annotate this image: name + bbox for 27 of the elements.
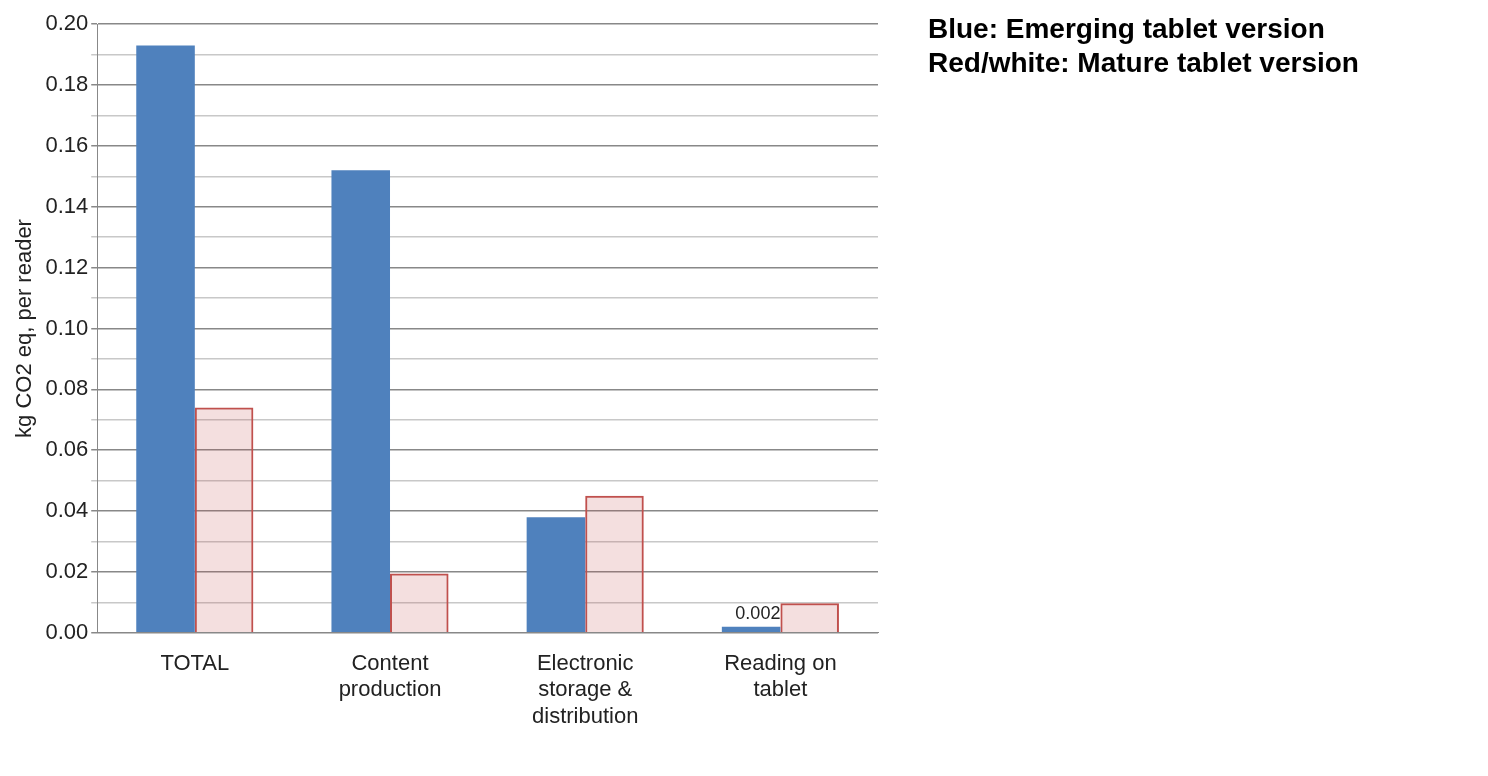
data-label: 0.002 xyxy=(735,602,781,623)
bar xyxy=(390,573,449,633)
x-tick-label: Content production xyxy=(338,650,442,702)
bar xyxy=(331,170,391,633)
text: Blue: Emerging tablet version xyxy=(928,12,1326,46)
y-tick-label: 0.02 xyxy=(45,558,89,583)
x-tick-label: Reading on tablet xyxy=(724,650,837,702)
y-tick-label: 0.10 xyxy=(45,314,89,340)
text: Red/white: Mature tablet version xyxy=(928,46,1359,80)
x-tick-label: Electronic storage & distribution xyxy=(532,650,639,728)
bar xyxy=(721,626,781,633)
y-axis-title: kg CO2 eq, per reader xyxy=(11,219,37,438)
y-tick-label: 0.14 xyxy=(45,192,89,218)
y-tick-label: 0.04 xyxy=(45,497,89,523)
x-tick-label: TOTAL xyxy=(160,650,230,676)
y-tick-label: 0.16 xyxy=(45,131,89,157)
bar xyxy=(194,407,254,633)
y-tick-label: 0.08 xyxy=(45,375,89,401)
y-tick-label: 0.00 xyxy=(45,618,89,644)
bar xyxy=(780,603,839,633)
bar xyxy=(585,495,644,633)
y-tick-label: 0.18 xyxy=(45,71,89,97)
bar xyxy=(136,45,195,633)
y-tick-label: 0.12 xyxy=(45,253,89,279)
y-tick-label: 0.06 xyxy=(45,436,89,462)
bar xyxy=(526,517,586,633)
y-tick-label: 0.20 xyxy=(45,10,89,36)
